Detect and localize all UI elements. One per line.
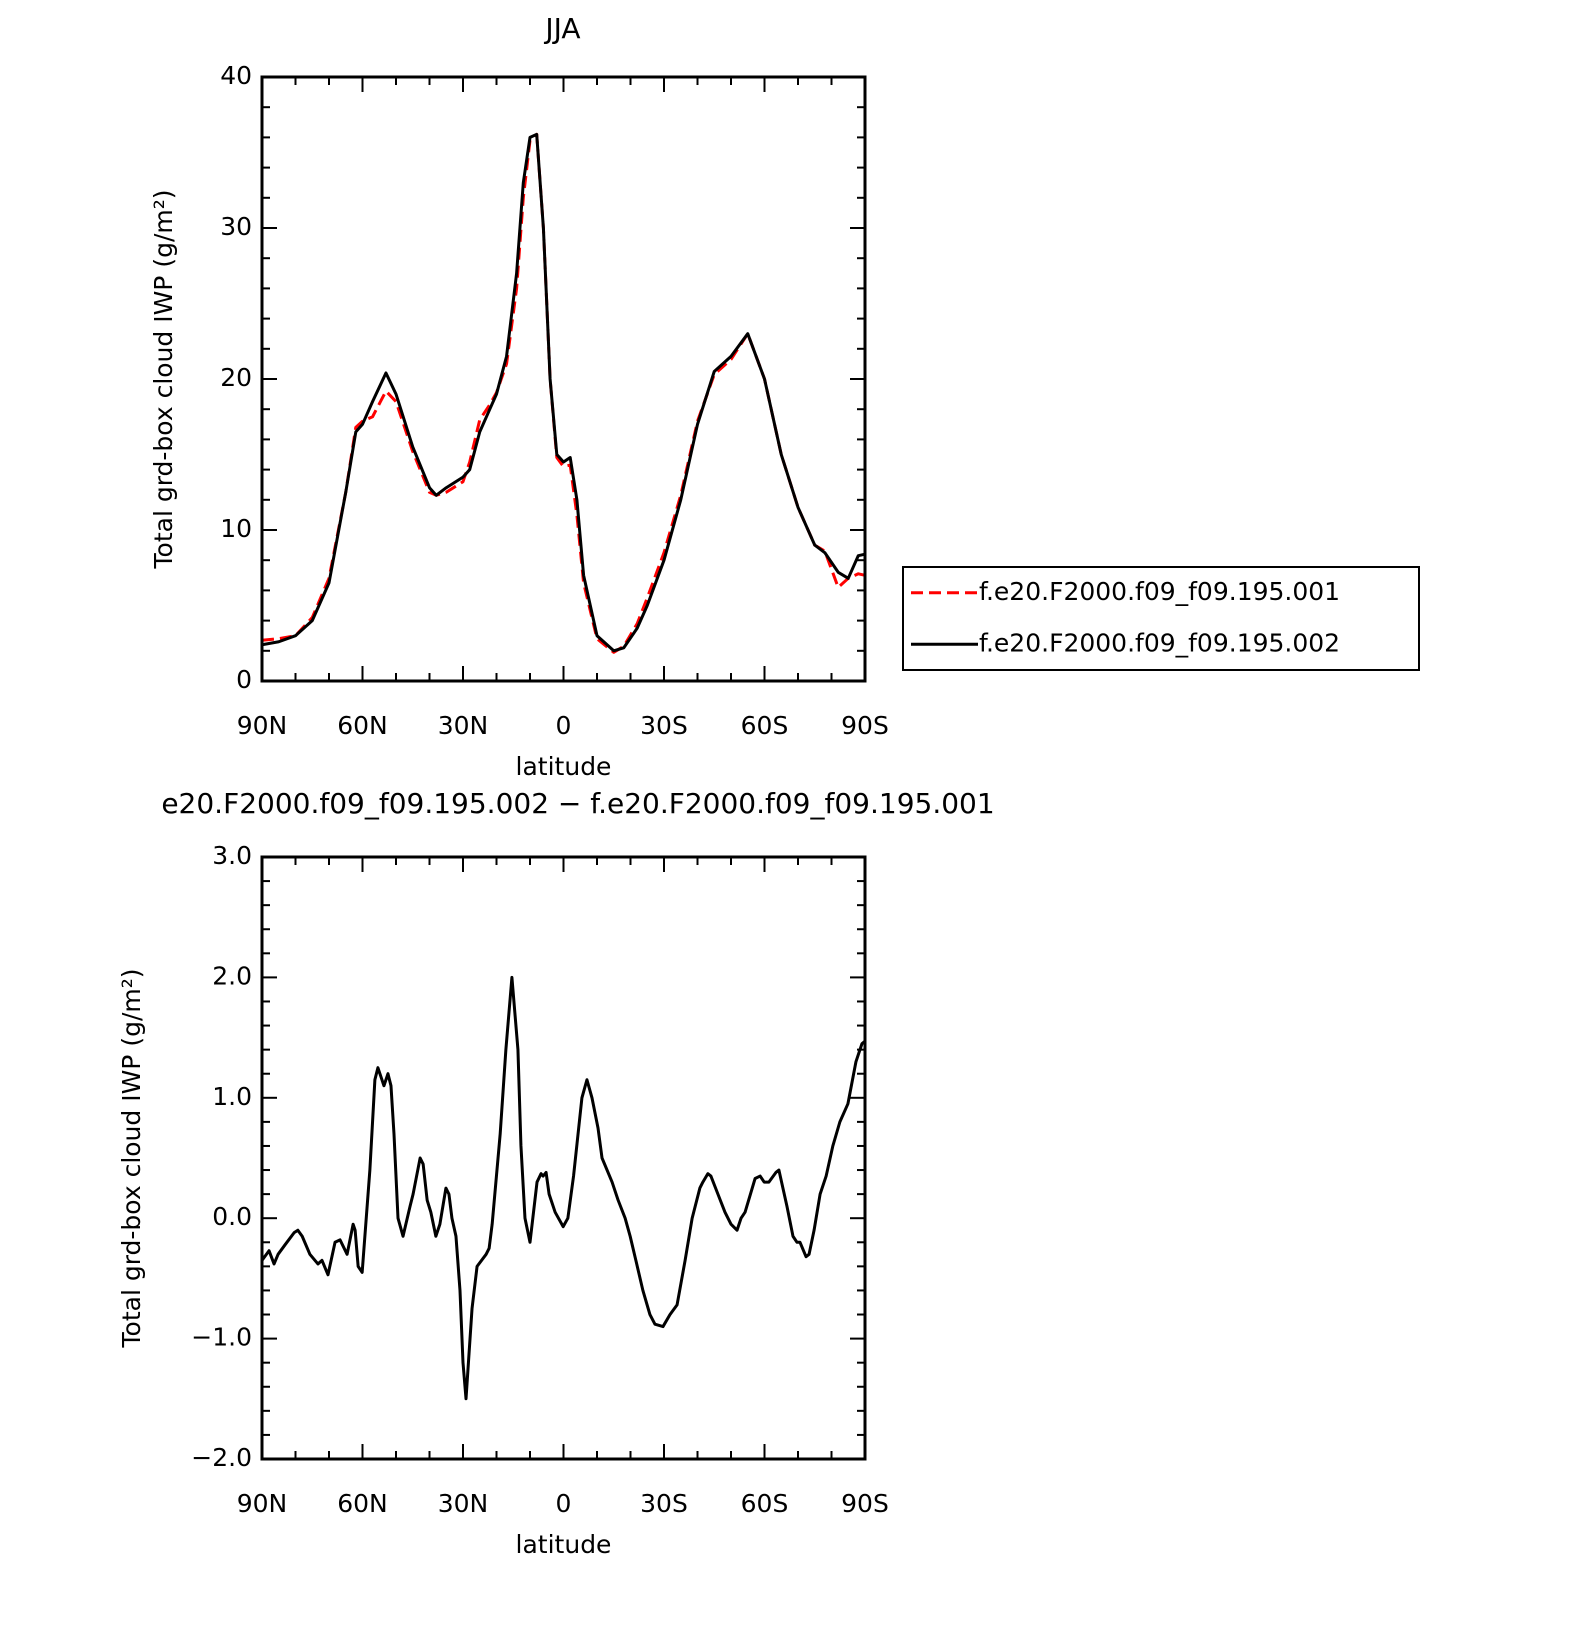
y-tick-label: 30	[220, 212, 252, 241]
y-tick-label: −2.0	[191, 1443, 252, 1472]
y-tick-label: 10	[220, 514, 252, 543]
y-tick-label: 40	[220, 61, 252, 90]
y-tick-label: 0.0	[212, 1202, 252, 1231]
x-tick-label: 30N	[438, 711, 489, 740]
x-tick-label: 60S	[741, 1489, 789, 1518]
y-tick-label: 0	[236, 665, 252, 694]
x-tick-label: 90N	[237, 1489, 288, 1518]
y-axis-label: Total grd-box cloud IWP (g/m²)	[149, 189, 178, 569]
data-line	[261, 132, 866, 654]
x-axis-label: latitude	[516, 1530, 612, 1559]
y-tick-label: −1.0	[191, 1323, 252, 1352]
y-tick-label: 20	[220, 363, 252, 392]
plot-frame	[260, 75, 867, 683]
x-tick-label: 0	[556, 1489, 572, 1518]
x-tick-label: 90S	[841, 1489, 889, 1518]
legend-box	[902, 566, 1420, 671]
x-tick-label: 60N	[337, 711, 388, 740]
legend-label: f.e20.F2000.f09_f09.195.001	[979, 577, 1340, 606]
legend-label: f.e20.F2000.f09_f09.195.002	[979, 628, 1340, 657]
y-axis-label: Total grd-box cloud IWP (g/m²)	[117, 968, 146, 1348]
x-tick-label: 90S	[841, 711, 889, 740]
data-line	[260, 975, 866, 1401]
x-tick-label: 30S	[640, 1489, 688, 1518]
x-tick-label: 30N	[438, 1489, 489, 1518]
chart-title: e20.F2000.f09_f09.195.002 − f.e20.F2000.…	[161, 787, 994, 820]
y-tick-label: 3.0	[212, 841, 252, 870]
x-axis-label: latitude	[516, 752, 612, 781]
data-line	[261, 132, 866, 653]
x-tick-label: 60S	[741, 711, 789, 740]
chart-title: JJA	[543, 12, 580, 45]
x-tick-label: 60N	[337, 1489, 388, 1518]
x-tick-label: 30S	[640, 711, 688, 740]
x-tick-label: 0	[556, 711, 572, 740]
x-tick-label: 90N	[237, 711, 288, 740]
plot-frame	[260, 855, 867, 1461]
y-tick-label: 1.0	[212, 1082, 252, 1111]
y-tick-label: 2.0	[212, 961, 252, 990]
